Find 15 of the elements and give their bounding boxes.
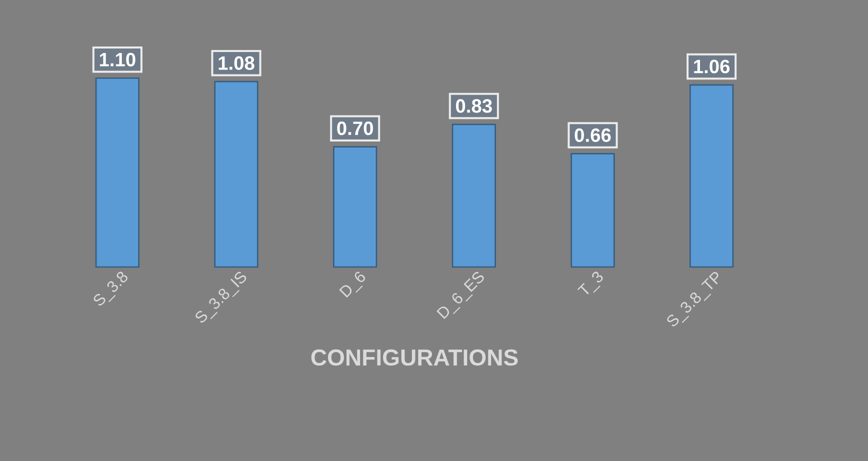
x-tick-label: D_6 [339, 272, 365, 298]
data-label: 1.06 [694, 60, 730, 74]
bar [570, 152, 615, 268]
bar [333, 146, 378, 268]
bar [690, 84, 734, 268]
x-tick-label: T_3 [577, 272, 603, 294]
data-label: 0.66 [574, 128, 611, 142]
data-label: 0.83 [456, 99, 492, 113]
bar [452, 124, 496, 268]
data-label: 0.70 [337, 122, 373, 136]
bar [214, 80, 258, 268]
data-label: 1.08 [218, 56, 254, 70]
bar [95, 77, 140, 268]
data-label: 1.10 [100, 52, 136, 66]
x-axis-title: CONFIGURATIONS [311, 349, 518, 366]
